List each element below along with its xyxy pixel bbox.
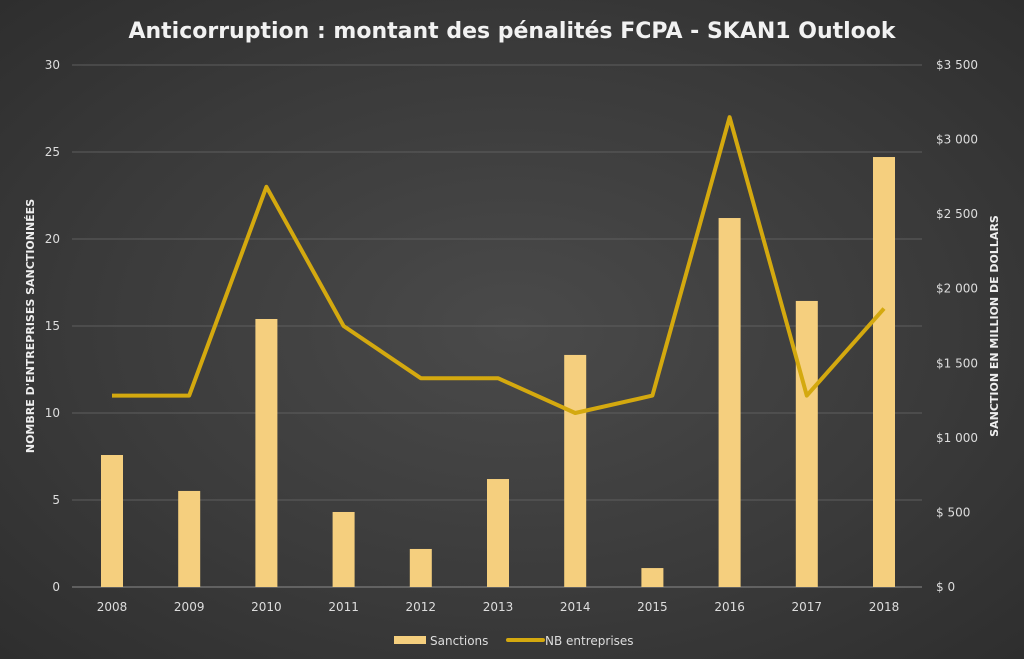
y-tick-left: 0: [52, 580, 60, 594]
y-tick-right: $3 000: [936, 133, 978, 147]
y-axis-left-label: NOMBRE D'ENTREPRISES SANCTIONNÉES: [24, 199, 37, 453]
bar-sanctions: [641, 568, 664, 587]
x-tick: 2013: [483, 600, 514, 614]
bar-sanctions: [795, 300, 818, 587]
line-nb-entreprises: [112, 115, 886, 415]
y-tick-right: $1 500: [936, 356, 978, 370]
x-tick: 2008: [97, 600, 128, 614]
x-tick: 2017: [792, 600, 823, 614]
bar-sanctions: [564, 354, 587, 587]
bar-sanctions: [332, 511, 355, 587]
y-tick-right: $2 500: [936, 207, 978, 221]
x-tick: 2014: [560, 600, 591, 614]
x-tick: 2010: [251, 600, 282, 614]
y-tick-left: 30: [45, 58, 60, 72]
legend: Sanctions NB entreprises: [394, 634, 634, 648]
x-tick: 2018: [869, 600, 900, 614]
legend-label-sanctions: Sanctions: [430, 634, 488, 648]
y-tick-right: $2 000: [936, 282, 978, 296]
bar-sanctions: [101, 455, 123, 587]
x-tick: 2009: [174, 600, 205, 614]
y-tick-left: 15: [45, 319, 60, 333]
y-tick-right: $ 500: [936, 505, 970, 519]
bar-sanctions: [409, 548, 432, 587]
y-tick-left: 10: [45, 406, 60, 420]
bar-sanctions: [255, 318, 278, 587]
y-tick-left: 5: [52, 493, 60, 507]
x-tick: 2016: [714, 600, 745, 614]
y-tick-right: $ 0: [936, 580, 955, 594]
y-tick-right: $1 000: [936, 431, 978, 445]
bar-sanctions: [873, 157, 895, 587]
x-tick: 2015: [637, 600, 668, 614]
legend-label-nb: NB entreprises: [545, 634, 634, 648]
y-axis-right-label: SANCTION EN MILLION DE DOLLARS: [988, 215, 1001, 437]
y-tick-right: $3 500: [936, 58, 978, 72]
bar-sanctions: [718, 218, 741, 587]
y-tick-left: 25: [45, 145, 60, 159]
legend-swatch-sanctions: [394, 636, 426, 644]
bar-sanctions: [487, 479, 509, 587]
chart-title: Anticorruption : montant des pénalités F…: [128, 19, 896, 44]
x-tick: 2012: [406, 600, 437, 614]
y-tick-left: 20: [45, 232, 60, 246]
bar-sanctions: [178, 490, 201, 587]
x-tick: 2011: [328, 600, 359, 614]
